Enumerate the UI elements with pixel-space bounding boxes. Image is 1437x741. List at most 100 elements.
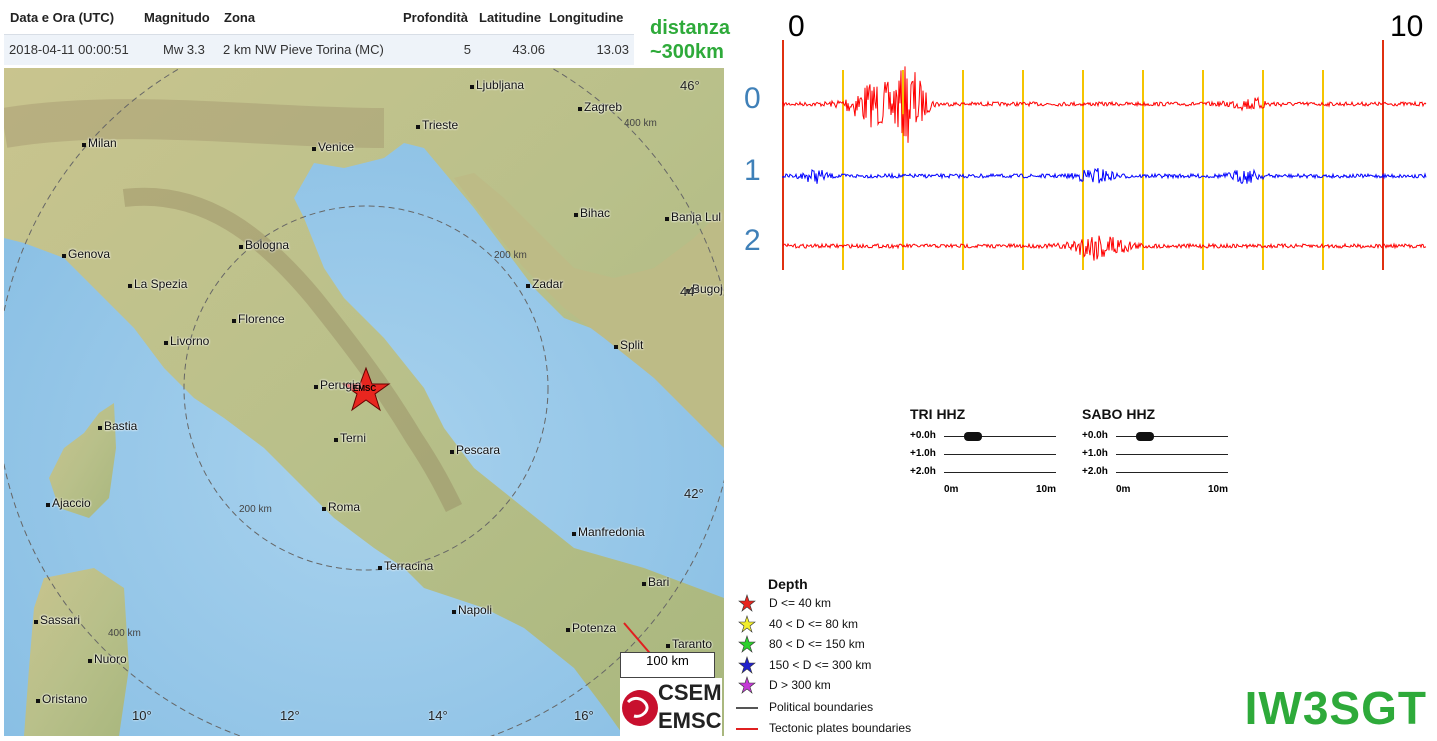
city-label: Perugia	[320, 378, 362, 392]
legend-star-icon	[738, 635, 756, 653]
city-label: Bari	[648, 575, 670, 589]
callsign: IW3SGT	[1244, 682, 1427, 734]
city-label: Zagreb	[584, 100, 623, 114]
city-label: Potenza	[572, 621, 617, 635]
city-marker-icon	[314, 385, 318, 389]
apennines-shading	[122, 187, 463, 513]
cell-datetime: 2018-04-11 00:00:51	[9, 42, 129, 57]
city-label: Bugoj	[692, 282, 723, 296]
city-marker-icon	[578, 107, 582, 111]
legend-depth-label: D <= 40 km	[769, 596, 832, 610]
city-label: Genova	[68, 247, 111, 261]
city-marker-icon	[239, 245, 243, 249]
station-trace	[1116, 472, 1228, 473]
epicenter-label: EMSC	[353, 384, 377, 393]
cell-depth: 5	[463, 42, 471, 57]
legend-title: Depth	[768, 576, 808, 592]
latitude-label: 44°	[680, 284, 700, 299]
longitude-label: 14°	[428, 708, 448, 723]
city-label: Venice	[318, 140, 355, 154]
trace-label-0: 0	[744, 82, 761, 115]
city-marker-icon	[312, 147, 316, 151]
city-marker-icon	[450, 450, 454, 454]
csem-emsc-logo: CSEM EMSC	[620, 678, 722, 736]
table-row[interactable]: 2018-04-11 00:00:51 Mw 3.3 2 km NW Pieve…	[4, 34, 634, 65]
seismogram-scale-end: 10	[1390, 10, 1424, 43]
table-header: Data e Ora (UTC) Magnitudo Zona Profondi…	[4, 0, 634, 34]
trace-0-waveform	[782, 66, 1427, 143]
city-marker-icon	[665, 217, 669, 221]
cell-magnitude: Mw 3.3	[163, 42, 205, 57]
logo-globe-icon	[622, 690, 658, 726]
station-row-label: +1.0h	[910, 448, 936, 459]
city-label: Banja Lul	[671, 210, 722, 224]
city-marker-icon	[34, 620, 38, 624]
station-axis-start: 0m	[1116, 484, 1131, 495]
header-longitude: Longitudine	[549, 10, 624, 25]
legend-boundary-line	[736, 727, 758, 730]
city-marker-icon	[574, 213, 578, 217]
city-marker-icon	[322, 507, 326, 511]
city-label: Roma	[328, 500, 361, 514]
city-label: Nuoro	[94, 652, 127, 666]
legend-star-icon	[738, 594, 756, 612]
city-label: Bihac	[580, 206, 611, 220]
station-trace-burst	[1136, 432, 1154, 441]
seismogram-scale-start: 0	[788, 10, 805, 43]
trace-2-waveform	[782, 235, 1427, 261]
distance-line1: distanza	[650, 17, 731, 39]
city-marker-icon	[686, 289, 690, 293]
city-label: Terracina	[384, 559, 434, 573]
ring-200km	[183, 205, 549, 571]
seismogram-panel: 0 10 0 1 2	[740, 0, 1437, 300]
station-title: SABO HHZ	[1082, 406, 1156, 422]
ring-distance-label: 400 km	[624, 118, 657, 129]
cell-latitude: 43.06	[512, 42, 545, 57]
header-depth: Profondità	[403, 10, 468, 25]
station-trace	[944, 472, 1056, 473]
city-marker-icon	[666, 644, 670, 648]
station-trace	[944, 436, 1056, 437]
trace-1-waveform	[782, 167, 1427, 185]
ring-distance-label: 400 km	[108, 628, 141, 639]
city-marker-icon	[526, 284, 530, 288]
header-magnitude: Magnitudo	[144, 10, 210, 25]
station-title: TRI HHZ	[910, 406, 966, 422]
city-marker-icon	[36, 699, 40, 703]
city-marker-icon	[98, 426, 102, 430]
legend-star-icon	[738, 655, 756, 674]
station-row-label: +2.0h	[910, 466, 936, 477]
legend-boundary-label: Tectonic plates boundaries	[769, 720, 912, 735]
station-axis-start: 0m	[944, 484, 959, 495]
station-axis-end: 10m	[1208, 484, 1229, 495]
ring-distance-label: 200 km	[239, 504, 272, 515]
city-marker-icon	[164, 341, 168, 345]
distance-line2: ~300km	[650, 41, 724, 63]
legend-boundary-line	[736, 707, 758, 709]
logo-csem: CSEM	[658, 680, 722, 705]
sardinia	[24, 568, 129, 736]
station-trace	[1116, 454, 1228, 455]
station-trace	[944, 454, 1056, 455]
longitude-label: 16°	[574, 708, 594, 723]
station-trace	[1116, 436, 1228, 437]
city-label: Pescara	[456, 443, 501, 457]
city-label: Bastia	[104, 419, 138, 433]
map-svg	[4, 68, 724, 736]
city-label: Oristano	[42, 692, 88, 706]
station-row-label: +2.0h	[1082, 466, 1108, 477]
city-marker-icon	[334, 438, 338, 442]
city-label: Ljubljana	[476, 78, 525, 92]
city-label: Trieste	[422, 118, 459, 132]
city-marker-icon	[82, 143, 86, 147]
legend-boundary-label: Political boundaries	[769, 700, 874, 714]
city-label: Terni	[340, 431, 367, 445]
city-marker-icon	[46, 503, 50, 507]
legend-star-icon	[738, 676, 756, 694]
epicenter-map: Ljubljana Zagreb Milan Venice Trieste Bihac Ba…	[4, 68, 724, 736]
distance-note: distanza ~300km	[650, 16, 730, 64]
city-label: Florence	[238, 312, 285, 326]
seismogram-svg	[782, 40, 1427, 270]
station-row-label: +0.0h	[1082, 430, 1108, 441]
legend-depth-label: 40 < D <= 80 km	[769, 616, 859, 631]
